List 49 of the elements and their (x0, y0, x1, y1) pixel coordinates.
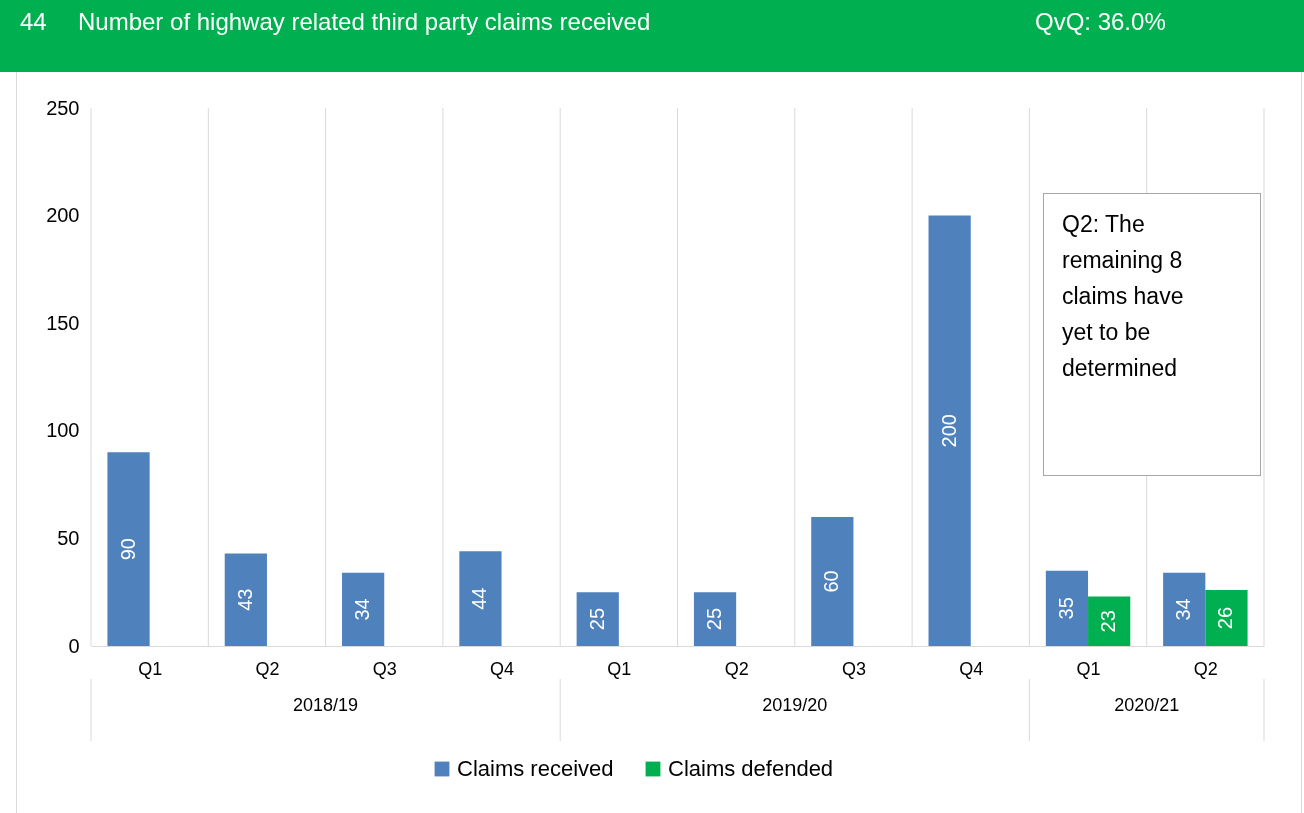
data-label: 43 (233, 588, 256, 611)
data-label: 25 (703, 607, 726, 631)
text: 2019/20 (762, 695, 828, 715)
data-label: 44 (468, 587, 491, 610)
x-tick-label: Q3 (841, 658, 866, 679)
x-tick-label: Q3 (372, 658, 397, 679)
bar (224, 553, 267, 646)
bar (1163, 572, 1206, 646)
x-tick-label: Q1 (1076, 658, 1101, 679)
bar (1205, 590, 1248, 646)
y-tick-label: 100 (46, 419, 80, 442)
x-tick-label: Q1 (607, 658, 632, 679)
y-tick-label: 0 (68, 634, 80, 657)
data-label: 35 (1054, 597, 1077, 620)
data-label: 90 (116, 538, 139, 561)
x-tick-label: Q2 (255, 658, 280, 679)
bar (107, 452, 150, 646)
x-tick-label: Q2 (1193, 658, 1218, 679)
bar (459, 551, 502, 646)
text: 44 (20, 8, 47, 36)
chart-title: Number of highway related third party claims received (78, 8, 651, 36)
text: 2020/21 (1114, 695, 1180, 715)
bar (693, 592, 737, 646)
y-tick-label: 200 (46, 204, 80, 227)
bar (342, 572, 385, 646)
y-tick-label: 50 (57, 526, 80, 549)
legend-label: Claims defended (668, 756, 834, 781)
x-tick-label: Q4 (959, 658, 984, 679)
data-label: 200 (937, 414, 960, 448)
data-label: 23 (1097, 610, 1120, 633)
data-label: 26 (1214, 606, 1237, 630)
data-label: 25 (585, 607, 608, 631)
data-label: 60 (820, 570, 843, 593)
x-tick-label: Q2 (724, 658, 749, 679)
bar (928, 215, 971, 646)
text: 2018/19 (293, 695, 359, 715)
note-box: Q2: The remaining 8 claims have yet to be determined (1043, 193, 1261, 476)
bar (811, 516, 854, 646)
bar (1088, 596, 1131, 646)
bar (576, 592, 619, 646)
bar (1045, 570, 1089, 646)
y-tick-label: 250 (46, 96, 80, 119)
x-tick-label: Q4 (490, 658, 515, 679)
data-label: 34 (1172, 598, 1195, 621)
data-label: 34 (351, 598, 374, 621)
chart-subtitle: QvQ: 36.0% (1035, 8, 1166, 36)
legend-label: Claims received (457, 756, 614, 781)
y-tick-label: 150 (46, 311, 80, 334)
x-tick-label: Q1 (138, 658, 163, 679)
